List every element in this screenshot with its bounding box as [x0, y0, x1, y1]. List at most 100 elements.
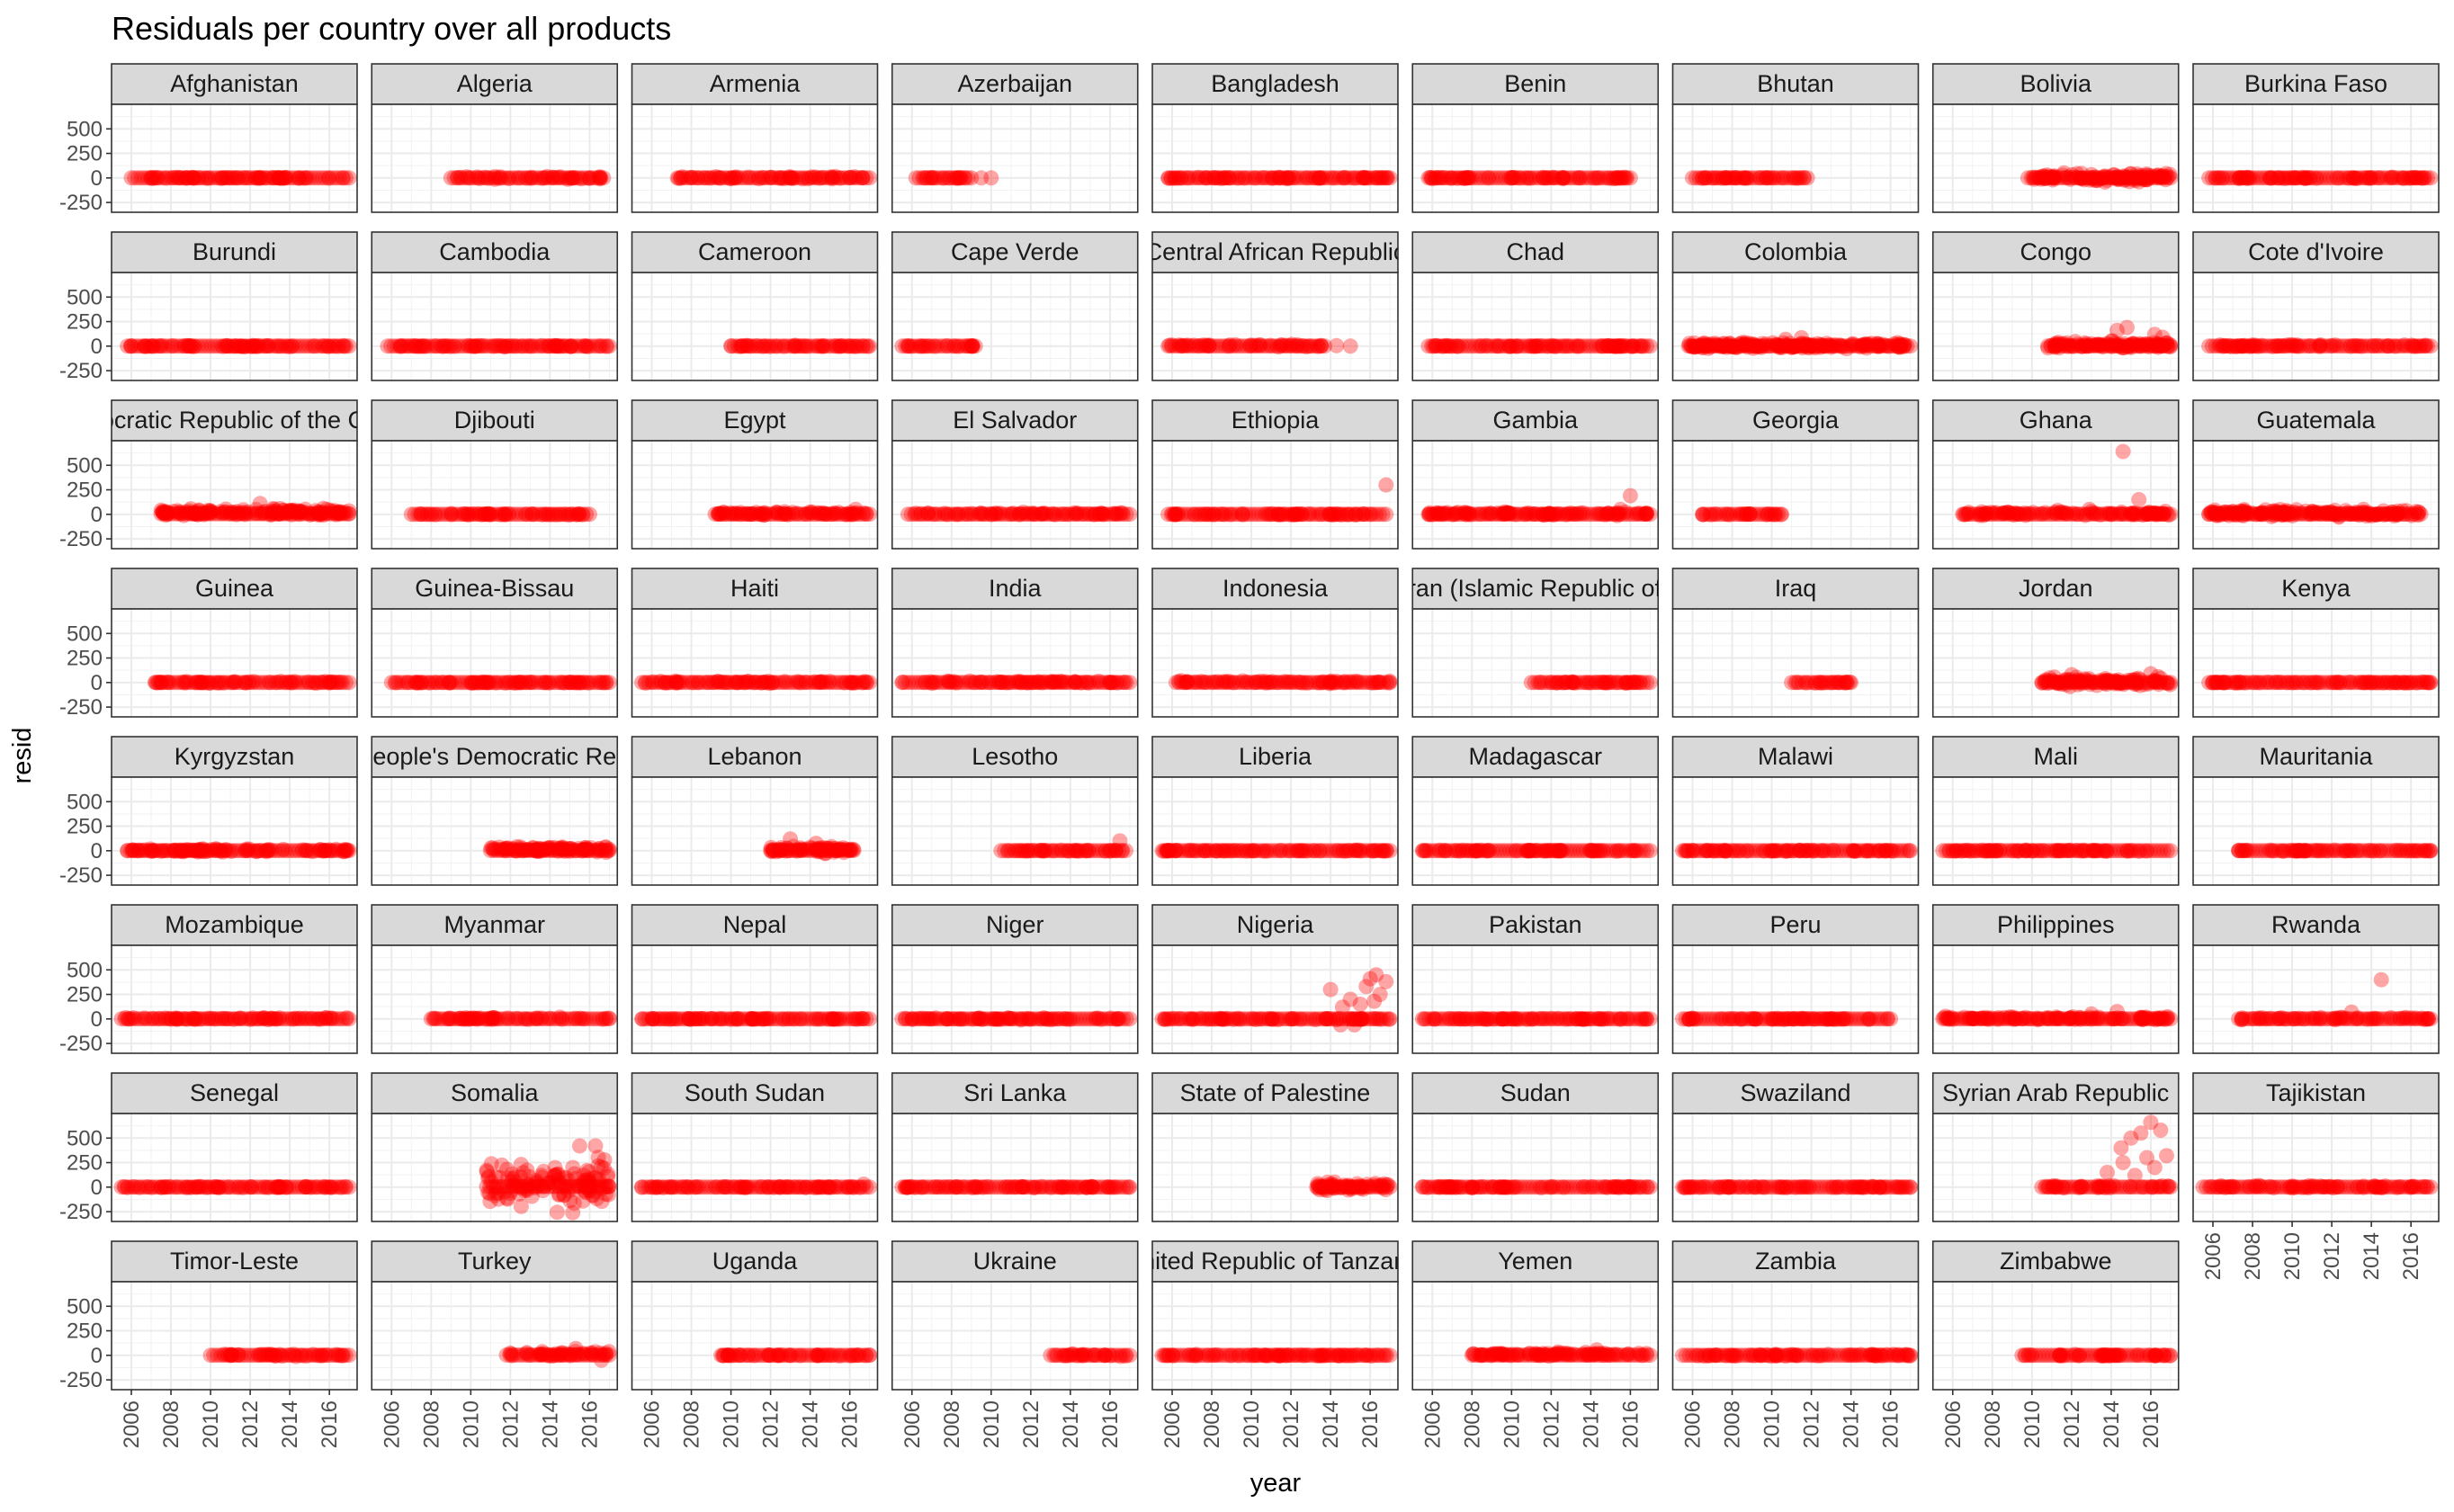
- facet-panel: India: [891, 568, 1139, 718]
- data-point: [2134, 167, 2150, 183]
- data-point: [926, 170, 942, 186]
- data-point: [446, 170, 462, 186]
- series-points: [669, 168, 878, 187]
- data-point: [148, 170, 164, 186]
- data-point: [755, 169, 771, 185]
- data-point: [818, 170, 834, 186]
- data-point: [2036, 168, 2052, 184]
- data-point: [1339, 170, 1355, 186]
- data-point: [500, 170, 516, 186]
- data-point: [1519, 170, 1536, 186]
- data-point: [2038, 170, 2055, 186]
- data-point: [1163, 170, 1179, 186]
- data-point: [1325, 170, 1341, 186]
- data-point: [763, 169, 778, 185]
- data-point: [450, 170, 466, 186]
- data-point: [1572, 170, 1588, 186]
- data-point: [2138, 166, 2154, 182]
- data-point: [2050, 170, 2066, 186]
- data-point: [272, 170, 288, 186]
- data-point-outlier: [2064, 667, 2080, 683]
- data-point: [1187, 170, 1203, 186]
- data-point: [1575, 170, 1591, 186]
- data-point: [947, 170, 963, 186]
- data-point: [2149, 167, 2165, 183]
- data-point: [2163, 170, 2179, 186]
- data-point: [1211, 170, 1227, 186]
- data-point: [824, 171, 840, 187]
- data-point: [537, 170, 552, 186]
- panel-background: [372, 441, 618, 549]
- data-point: [2033, 171, 2049, 187]
- data-point: [2131, 174, 2147, 190]
- data-point: [669, 170, 685, 186]
- data-point: [684, 169, 700, 185]
- data-point: [2045, 172, 2061, 188]
- data-point: [539, 168, 555, 184]
- data-point: [2067, 169, 2083, 185]
- data-point: [1294, 170, 1311, 186]
- data-point: [1457, 170, 1473, 186]
- data-point: [1565, 170, 1581, 186]
- data-point: [842, 169, 858, 185]
- data-point: [740, 170, 757, 186]
- panel-background: [2193, 104, 2439, 212]
- data-point: [1708, 170, 1724, 186]
- data-point: [582, 170, 598, 186]
- data-point: [2118, 170, 2135, 186]
- data-point: [504, 170, 520, 186]
- y-tick-label: 0: [91, 335, 103, 359]
- data-point: [1206, 170, 1223, 186]
- data-point: [560, 171, 576, 187]
- data-point: [2125, 171, 2141, 187]
- data-point: [2036, 168, 2052, 184]
- data-point: [1357, 170, 1372, 186]
- data-point: [1184, 170, 1200, 186]
- data-point: [925, 170, 941, 186]
- data-point: [1171, 170, 1187, 186]
- facet-strip-label: Ghana: [2020, 407, 2093, 434]
- data-point: [2154, 168, 2171, 183]
- data-point: [2089, 173, 2105, 189]
- data-point: [1612, 170, 1628, 186]
- series-points: [147, 674, 357, 691]
- data-point: [2151, 167, 2167, 183]
- data-point: [140, 170, 157, 186]
- data-point: [582, 170, 598, 186]
- data-point: [1732, 170, 1748, 186]
- facet-strip-label: Cape Verde: [951, 238, 1079, 265]
- data-point: [2090, 172, 2106, 188]
- data-point: [2106, 166, 2122, 183]
- data-point: [487, 168, 503, 184]
- data-point: [1180, 170, 1196, 186]
- data-point: [1198, 170, 1214, 186]
- data-point: [1328, 170, 1344, 186]
- data-point: [1718, 170, 1733, 186]
- data-point: [477, 170, 493, 186]
- facet-panel: Haiti: [631, 568, 879, 718]
- data-point: [1555, 170, 1572, 186]
- panel-border: [1411, 103, 1660, 213]
- data-point: [217, 170, 233, 186]
- data-point: [318, 170, 334, 186]
- panel-border: [631, 103, 879, 213]
- data-point: [1587, 170, 1603, 186]
- panel-border: [1151, 103, 1399, 213]
- data-point: [179, 170, 195, 186]
- y-tick-label: -250: [59, 695, 103, 720]
- data-point: [2096, 168, 2112, 184]
- y-tick-label: 500: [67, 453, 103, 478]
- data-point: [2082, 170, 2098, 186]
- data-point: [212, 170, 228, 186]
- data-point: [928, 170, 945, 186]
- data-point: [2163, 506, 2179, 523]
- data-point: [2157, 168, 2173, 184]
- data-point: [142, 170, 158, 186]
- facet-strip-label: Iraq: [1775, 575, 1817, 602]
- data-point: [511, 170, 527, 186]
- data-point: [2073, 166, 2090, 182]
- data-point: [1697, 170, 1713, 186]
- data-point: [1782, 170, 1798, 186]
- panel-background: [1152, 104, 1398, 212]
- data-point: [757, 170, 773, 186]
